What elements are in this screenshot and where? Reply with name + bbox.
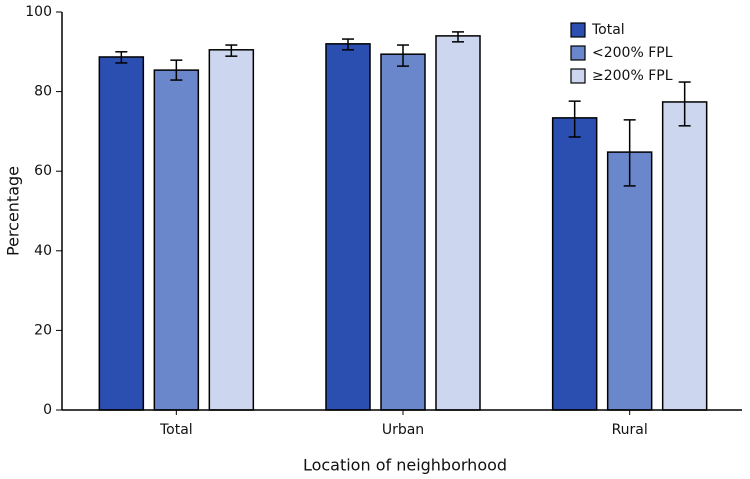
bar [380,53,426,411]
y-tick-label: 80 [34,84,52,100]
x-axis-title: Location of neighborhood [303,456,507,475]
bar [551,117,598,411]
bar [153,69,200,411]
legend-label: <200% FPL [592,45,673,61]
legend-swatch [570,45,586,61]
y-tick-label: 100 [25,4,52,20]
y-axis-title: Percentage [4,166,23,256]
y-tick-label: 40 [34,243,52,259]
x-tick-label: Rural [612,422,648,438]
bar [435,35,481,411]
x-tick-label: Total [159,422,193,438]
y-tick-label: 0 [43,402,52,418]
bar [661,101,708,411]
legend-label: Total [591,22,625,38]
x-tick-label: Urban [382,422,424,438]
legend-label: ≥200% FPL [592,68,673,84]
y-tick-label: 60 [34,163,52,179]
bar [606,151,653,411]
legend-swatch [570,22,586,38]
bar [325,43,371,411]
y-tick-label: 20 [34,322,52,338]
bar [208,49,255,411]
legend-swatch [570,68,586,84]
bar [98,56,145,411]
